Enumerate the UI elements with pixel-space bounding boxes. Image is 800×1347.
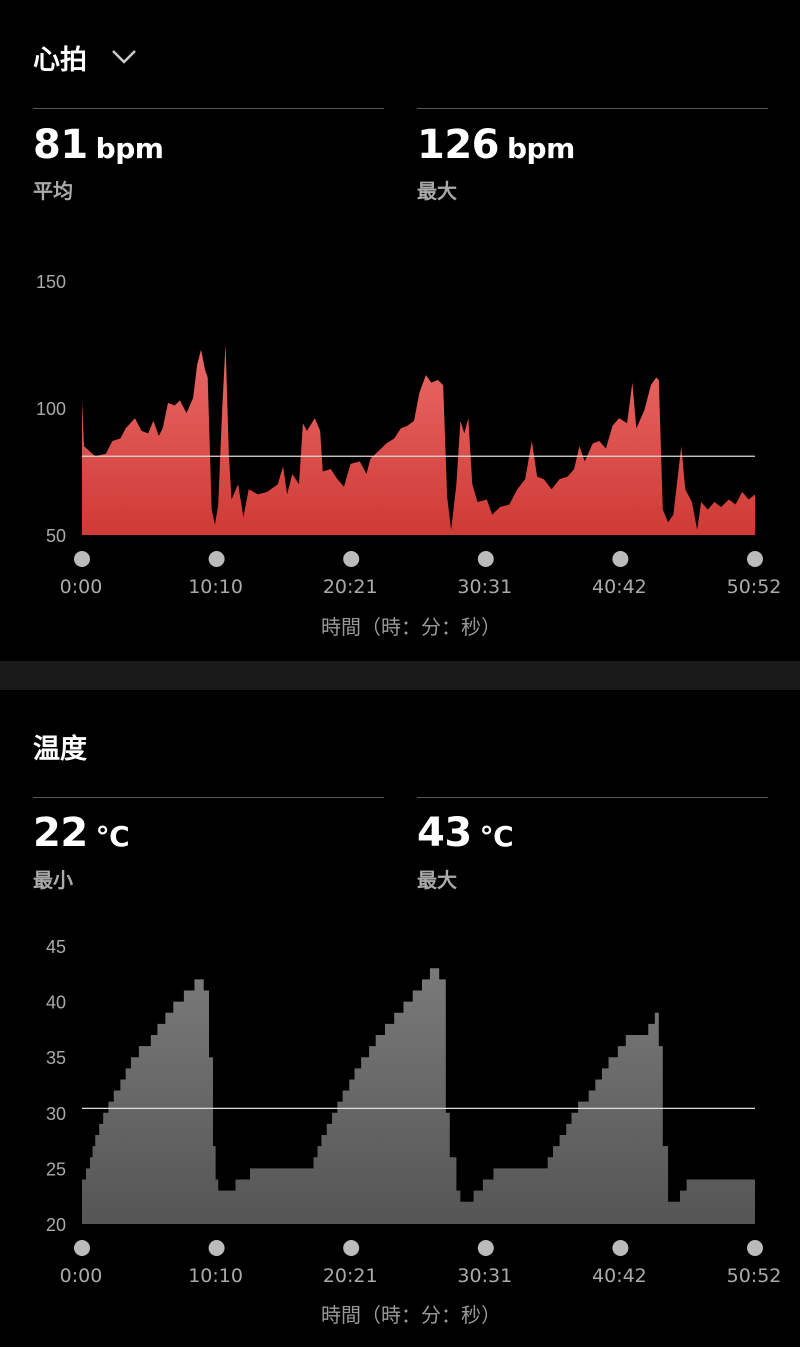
- y-tick-label: 150: [36, 272, 66, 292]
- data-area: [82, 344, 755, 535]
- temp-max-label: 最大: [417, 868, 457, 892]
- x-tick-dot: [208, 1240, 225, 1256]
- y-tick-label: 35: [46, 1048, 66, 1068]
- x-tick-label: 30:31: [457, 1265, 512, 1287]
- heart-rate-chart: 150 100 50 0:00 10:10 20:21 30:31 40:42 50:52 時間（…: [36, 272, 782, 639]
- hr-max-unit: bpm: [507, 132, 575, 165]
- data-area: [82, 968, 755, 1224]
- temp-min-label: 最小: [33, 868, 73, 892]
- divider: [417, 108, 768, 109]
- temp-max-stat: 43 °C: [417, 810, 514, 856]
- y-tick-label: 45: [46, 937, 66, 957]
- y-tick-label: 20: [46, 1215, 66, 1235]
- hr-average-stat: 81 bpm: [33, 122, 164, 168]
- hr-max-label: 最大: [417, 179, 457, 203]
- temp-min-value: 22: [33, 810, 88, 856]
- y-tick-label: 100: [36, 399, 66, 419]
- x-axis-title: 時間（時：分：秒）: [321, 615, 501, 639]
- x-tick-dot: [343, 551, 360, 567]
- divider: [33, 797, 384, 798]
- y-tick-label: 25: [46, 1159, 66, 1179]
- y-tick-label: 30: [46, 1104, 66, 1124]
- y-tick-label: 40: [46, 993, 66, 1013]
- x-tick-dot: [74, 551, 90, 567]
- temp-max-unit: °C: [479, 820, 514, 853]
- x-tick-label: 40:42: [592, 1265, 647, 1287]
- y-tick-label: 50: [46, 526, 66, 546]
- x-tick-dot: [612, 1240, 629, 1256]
- x-tick-label: 50:52: [727, 576, 782, 598]
- x-tick-label: 50:52: [727, 1265, 782, 1287]
- temperature-chart: 45 40 35 30 25 20 0:00 10:10 20:21 30:31 40:42 50:5…: [46, 937, 782, 1327]
- chevron-down-icon[interactable]: [110, 42, 138, 70]
- x-tick-dot: [477, 551, 494, 567]
- hr-max-value: 126: [417, 122, 500, 168]
- x-tick-dot: [747, 551, 763, 567]
- x-tick-label: 0:00: [60, 576, 103, 598]
- heart-rate-title[interactable]: 心拍: [33, 45, 87, 76]
- x-tick-label: 10:10: [188, 1265, 243, 1287]
- x-tick-label: 20:21: [323, 1265, 378, 1287]
- x-tick-label: 30:31: [457, 576, 512, 598]
- section-separator: [0, 661, 800, 690]
- x-tick-label: 20:21: [323, 576, 378, 598]
- divider: [33, 108, 384, 109]
- hr-average-label: 平均: [33, 179, 73, 203]
- x-tick-dot: [747, 1240, 763, 1256]
- hr-average-unit: bpm: [95, 132, 164, 165]
- x-tick-label: 0:00: [60, 1265, 103, 1287]
- x-tick-dot: [208, 551, 225, 567]
- hr-average-value: 81: [33, 122, 88, 168]
- temp-min-unit: °C: [95, 820, 130, 853]
- temperature-title: 温度: [33, 734, 87, 765]
- hr-max-stat: 126 bpm: [417, 122, 575, 168]
- x-tick-label: 10:10: [188, 576, 243, 598]
- temp-max-value: 43: [417, 810, 472, 856]
- x-axis-title: 時間（時：分：秒）: [321, 1303, 501, 1327]
- divider: [417, 797, 768, 798]
- x-tick-dot: [343, 1240, 360, 1256]
- x-tick-dot: [612, 551, 629, 567]
- x-tick-dot: [477, 1240, 494, 1256]
- x-tick-dot: [74, 1240, 90, 1256]
- temp-min-stat: 22 °C: [33, 810, 130, 856]
- x-tick-label: 40:42: [592, 576, 647, 598]
